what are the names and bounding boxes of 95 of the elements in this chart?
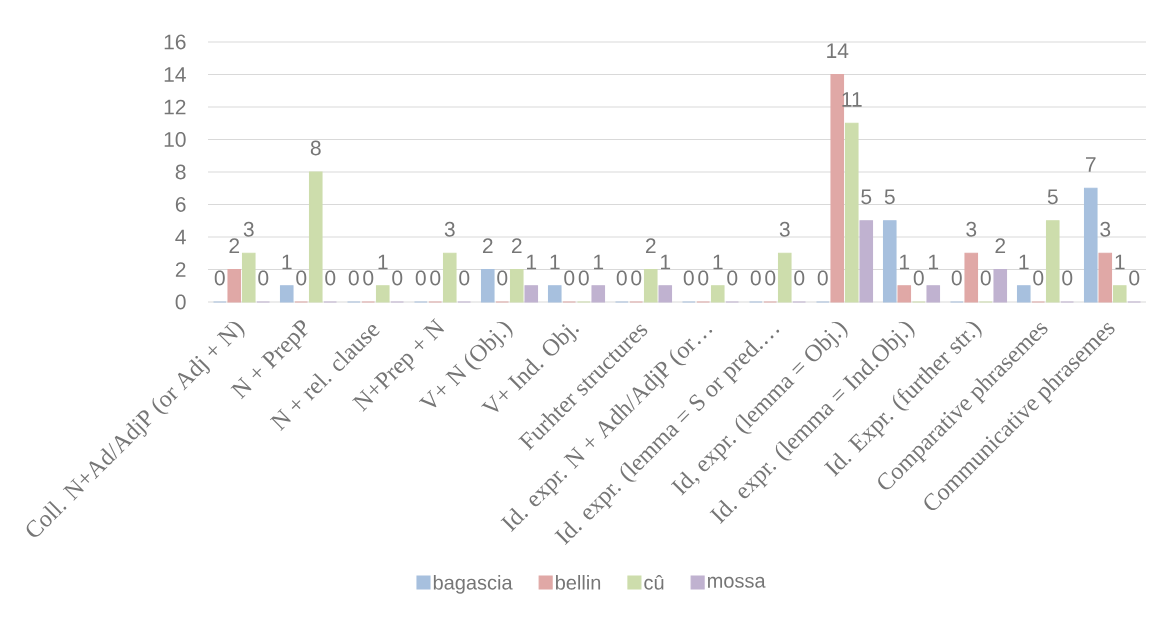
data-label: 5 [1047, 189, 1058, 205]
y-tick-label: 0 [175, 294, 186, 310]
data-label: 0 [980, 270, 991, 286]
bar [658, 285, 673, 303]
bar [777, 252, 792, 303]
data-label: 0 [497, 270, 508, 286]
data-label: 2 [482, 238, 493, 253]
data-label: 1 [929, 254, 939, 270]
data-label: 0 [1062, 270, 1073, 286]
data-label: 0 [296, 270, 307, 286]
data-label: 0 [363, 270, 374, 286]
bar [279, 285, 294, 303]
legend-label: mossa [708, 576, 766, 588]
y-tick-label: 8 [175, 164, 186, 180]
bar [897, 285, 912, 303]
data-label: 1 [900, 254, 910, 270]
data-label: 0 [631, 270, 642, 286]
data-label: 0 [564, 270, 575, 286]
data-label: 1 [550, 254, 560, 270]
data-label: 1 [1019, 254, 1029, 270]
data-label: 0 [578, 270, 589, 286]
data-label: 0 [817, 270, 828, 286]
legend-label: cû [644, 574, 664, 590]
data-label: 0 [765, 270, 776, 286]
data-label: 5 [861, 189, 872, 205]
data-label: 0 [951, 270, 962, 286]
data-label: 0 [258, 270, 269, 286]
data-label: 2 [645, 238, 656, 253]
bar [844, 122, 859, 303]
bar [591, 285, 606, 303]
bar [1112, 285, 1127, 303]
bar [643, 268, 658, 303]
data-label: 3 [966, 221, 977, 237]
bar [882, 220, 897, 303]
data-label: 0 [459, 270, 470, 286]
bar [1083, 187, 1098, 303]
data-label: 0 [430, 270, 441, 286]
data-label: 0 [913, 270, 924, 286]
legend-label: bellin [555, 574, 601, 590]
bar [480, 268, 495, 303]
data-label: 1 [713, 254, 723, 270]
data-label: 0 [698, 270, 709, 286]
data-label: 5 [884, 189, 895, 205]
bar [524, 285, 539, 303]
data-label: 0 [794, 270, 805, 286]
data-label: 0 [1033, 270, 1044, 286]
bar [859, 220, 874, 303]
data-label: 0 [727, 270, 738, 286]
data-label: 3 [444, 221, 455, 237]
data-label: 1 [661, 254, 671, 270]
data-label: 0 [348, 270, 359, 286]
data-label: 7 [1086, 157, 1096, 172]
bar [1098, 252, 1113, 303]
y-tick-label: 2 [175, 262, 186, 277]
data-label: 1 [378, 254, 388, 270]
bar [710, 285, 725, 303]
bar [964, 252, 979, 303]
data-label: 3 [779, 221, 790, 237]
bar [442, 252, 457, 303]
data-label: 3 [1100, 221, 1111, 237]
y-tick-label: 12 [164, 99, 186, 115]
data-label: 0 [415, 270, 426, 286]
bar [1045, 220, 1060, 303]
data-label: 0 [683, 270, 694, 286]
bar [241, 252, 256, 303]
y-tick-label: 16 [164, 34, 186, 50]
data-label: 0 [214, 270, 225, 286]
y-tick-label: 14 [164, 67, 186, 82]
data-label: 0 [325, 270, 336, 286]
data-label: 8 [310, 140, 321, 156]
bar [308, 171, 323, 303]
data-label: 0 [750, 270, 761, 286]
bar [1016, 285, 1031, 303]
data-label: 3 [243, 221, 254, 237]
bar [509, 268, 524, 303]
data-label: 1 [282, 254, 292, 270]
bar [993, 268, 1008, 303]
data-label: 14 [827, 43, 849, 58]
data-label: 1 [1115, 254, 1125, 270]
bar [375, 285, 390, 303]
bar [227, 268, 242, 303]
data-label: 2 [229, 238, 240, 253]
data-label: 0 [616, 270, 627, 286]
data-label: 0 [1129, 270, 1140, 286]
data-label: 0 [392, 270, 403, 286]
data-label: 2 [995, 238, 1006, 253]
data-label: 1 [594, 254, 604, 270]
data-label: 2 [511, 238, 522, 253]
y-tick-label: 10 [164, 132, 186, 147]
bar [926, 285, 941, 303]
bar [547, 285, 562, 303]
data-label: 1 [527, 254, 537, 270]
y-tick-label: 4 [175, 229, 186, 245]
legend-label: bagascia [433, 574, 513, 594]
y-tick-label: 6 [175, 197, 186, 212]
